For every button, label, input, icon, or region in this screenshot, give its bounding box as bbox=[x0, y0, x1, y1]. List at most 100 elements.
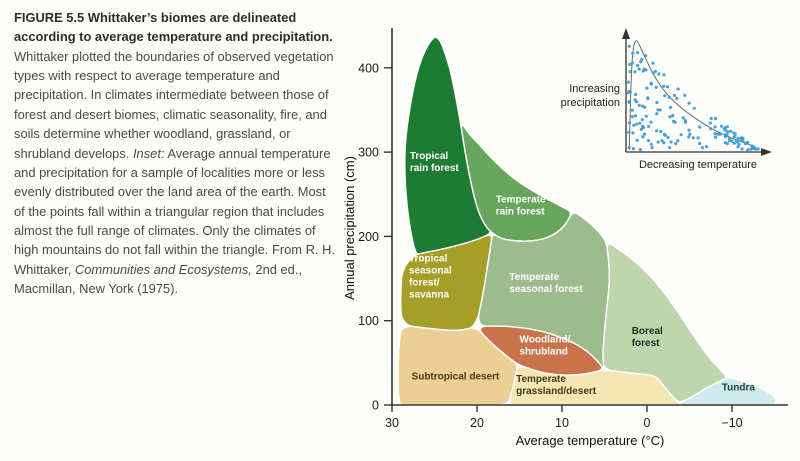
label-subtropical-desert: Subtropical desert bbox=[412, 372, 500, 383]
up-arrow-icon bbox=[622, 28, 630, 39]
scatter-dot bbox=[662, 132, 666, 136]
x-tick-label: 30 bbox=[385, 416, 399, 430]
x-axis-title: Average temperature (°C) bbox=[516, 433, 665, 448]
scatter-dot bbox=[723, 126, 727, 130]
scatter-dot bbox=[637, 103, 641, 107]
caption-span: Whittaker plotted the boundaries of obse… bbox=[14, 48, 334, 161]
scatter-dot bbox=[668, 105, 673, 110]
x-tick-label: 0 bbox=[644, 416, 651, 430]
caption-span: Average annual temperature and precipita… bbox=[14, 145, 335, 277]
scatter-dot bbox=[740, 147, 744, 151]
scatter-dot bbox=[751, 145, 755, 150]
scatter-dot bbox=[726, 130, 730, 134]
scatter-dot bbox=[675, 96, 679, 100]
scatter-dot bbox=[687, 135, 691, 139]
figure-caption: FIGURE 5.5 Whittaker’s biomes are deline… bbox=[14, 8, 340, 298]
scatter-dot bbox=[637, 67, 641, 71]
scatter-dot bbox=[669, 140, 673, 144]
inset-chart: Increasing precipitation Decreasing temper… bbox=[561, 28, 772, 171]
scatter-dot bbox=[708, 121, 712, 125]
caption-span: Inset: bbox=[132, 145, 165, 161]
caption-span: Communities and Ecosystems, bbox=[74, 261, 252, 277]
scatter-dot bbox=[635, 122, 639, 126]
scatter-dot bbox=[644, 54, 648, 58]
scatter-dot bbox=[638, 121, 642, 125]
scatter-dot bbox=[736, 140, 740, 144]
scatter-dot bbox=[683, 119, 687, 123]
scatter-dot bbox=[723, 141, 727, 145]
scatter-dot bbox=[725, 133, 729, 137]
scatter-dot bbox=[729, 129, 733, 133]
scatter-dot bbox=[630, 115, 634, 119]
inset-x-label: Decreasing temperature bbox=[639, 159, 757, 171]
scatter-dot bbox=[719, 124, 724, 128]
scatter-dot bbox=[662, 84, 666, 88]
scatter-dot bbox=[687, 128, 691, 132]
scatter-dot bbox=[633, 114, 638, 118]
y-axis-title: Annual precipitation (cm) bbox=[342, 156, 357, 300]
scatter-dot bbox=[644, 68, 648, 72]
scatter-dot bbox=[709, 116, 713, 121]
scatter-dot bbox=[631, 51, 635, 55]
scatter-dot bbox=[643, 105, 647, 109]
scatter-dot bbox=[630, 61, 634, 65]
label-boreal-forest: Boreal forest bbox=[632, 326, 663, 349]
scatter-dot bbox=[628, 62, 632, 67]
scatter-dot bbox=[692, 106, 696, 110]
x-tick-label: 10 bbox=[555, 416, 569, 430]
scatter-dot bbox=[662, 73, 666, 77]
scatter-dot bbox=[627, 44, 631, 48]
label-tropical-seasonal-forest-savanna: Tropical seasonal forest/savanna bbox=[409, 254, 452, 301]
scatter-dot bbox=[733, 132, 737, 136]
scatter-dot bbox=[671, 114, 675, 118]
scatter-dot bbox=[639, 60, 643, 64]
scatter-dot bbox=[642, 132, 647, 136]
scatter-dot bbox=[668, 115, 672, 119]
scatter-dot bbox=[626, 80, 630, 84]
scatter-dot bbox=[673, 120, 677, 124]
scatter-dot bbox=[668, 146, 672, 150]
scatter-dot bbox=[659, 129, 663, 134]
scatter-dot bbox=[665, 85, 670, 89]
scatter-dot bbox=[653, 69, 658, 73]
scatter-dot bbox=[654, 85, 658, 89]
scatter-dot bbox=[681, 116, 685, 120]
scatter-dot bbox=[631, 131, 635, 135]
scatter-dot bbox=[687, 101, 691, 105]
scatter-dot bbox=[627, 100, 631, 104]
scatter-dot bbox=[713, 125, 717, 129]
scatter-dot bbox=[627, 130, 631, 134]
scatter-dot bbox=[649, 120, 653, 124]
scatter-dot bbox=[655, 100, 659, 105]
scatter-dot bbox=[713, 135, 718, 139]
scatter-dot bbox=[674, 142, 678, 146]
scatter-dot bbox=[641, 69, 645, 73]
scatter-dot bbox=[628, 70, 632, 74]
y-tick-label: 100 bbox=[358, 314, 379, 328]
scatter-dot bbox=[736, 145, 740, 149]
x-tick-label: −10 bbox=[721, 416, 742, 430]
scatter-dot bbox=[736, 136, 740, 140]
scatter-dot bbox=[646, 96, 650, 101]
scatter-dot bbox=[713, 116, 718, 121]
scatter-dot bbox=[709, 127, 713, 131]
scatter-dot bbox=[635, 138, 639, 142]
scatter-dot bbox=[672, 93, 677, 97]
scatter-dot bbox=[737, 142, 741, 146]
label-temperate-seasonal-forest: Temperate seasonal forest bbox=[509, 272, 583, 295]
scatter-dot bbox=[633, 70, 637, 74]
scatter-dot bbox=[634, 92, 638, 97]
scatter-dot bbox=[627, 121, 631, 125]
scatter-dot bbox=[756, 147, 760, 151]
scatter-dot bbox=[676, 87, 680, 91]
scatter-dot bbox=[630, 108, 634, 112]
scatter-dot bbox=[632, 123, 636, 127]
scatter-dot bbox=[641, 124, 645, 128]
scatter-dot bbox=[645, 86, 649, 90]
scatter-dot bbox=[631, 147, 635, 151]
scatter-dot bbox=[683, 93, 687, 97]
caption-span: Whittaker’s biomes are delineated accord… bbox=[14, 10, 333, 45]
scatter-dot bbox=[679, 133, 683, 137]
scatter-dot bbox=[727, 136, 732, 140]
label-temperate-rain-forest: Temperate rain forest bbox=[496, 195, 546, 218]
